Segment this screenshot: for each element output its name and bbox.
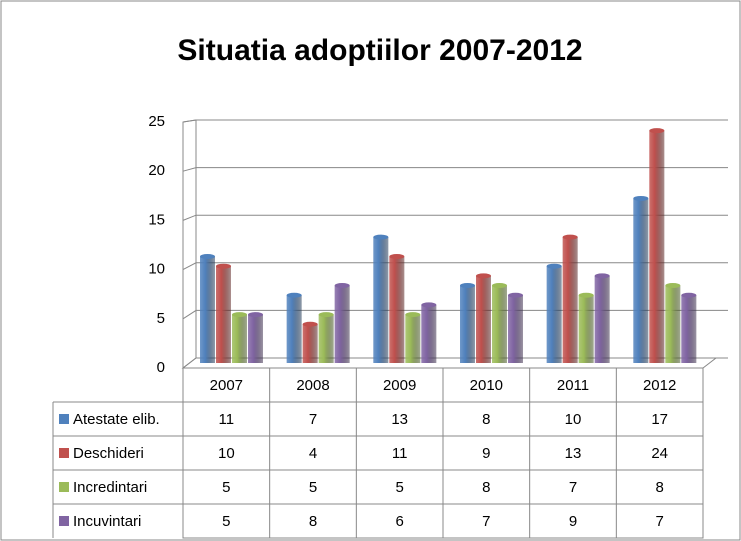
table-value: 9 bbox=[482, 445, 490, 462]
bar bbox=[334, 283, 350, 363]
bar bbox=[232, 312, 247, 363]
y-tick-label: 5 bbox=[157, 310, 165, 327]
legend-label: Deschideri bbox=[73, 445, 144, 462]
table-value: 7 bbox=[655, 513, 663, 530]
bar bbox=[389, 254, 405, 363]
chart-title: Situatia adoptiilor 2007-2012 bbox=[177, 34, 582, 67]
table-value: 7 bbox=[569, 479, 577, 496]
bar bbox=[649, 128, 665, 363]
bar bbox=[286, 292, 302, 363]
table-value: 11 bbox=[392, 445, 408, 462]
bar bbox=[492, 283, 507, 363]
table-value: 13 bbox=[391, 411, 408, 428]
x-tick-label: 2007 bbox=[210, 377, 243, 394]
legend-swatch bbox=[59, 414, 69, 424]
table-value: 8 bbox=[482, 479, 490, 496]
x-tick-label: 2009 bbox=[383, 377, 416, 394]
grid-line bbox=[182, 167, 728, 172]
bar bbox=[633, 195, 649, 363]
bar bbox=[248, 312, 263, 363]
y-tick-label: 10 bbox=[148, 261, 165, 278]
table-value: 10 bbox=[218, 445, 235, 462]
table-value: 5 bbox=[395, 479, 403, 496]
y-tick-label: 20 bbox=[148, 162, 165, 179]
bar bbox=[681, 292, 697, 363]
y-tick-label: 25 bbox=[148, 113, 165, 130]
bar bbox=[421, 302, 437, 363]
legend-swatch bbox=[59, 448, 69, 458]
bar bbox=[476, 273, 491, 363]
x-tick-label: 2010 bbox=[470, 377, 503, 394]
bar bbox=[302, 321, 318, 363]
x-tick-label: 2012 bbox=[643, 377, 676, 394]
y-tick-label: 15 bbox=[148, 211, 165, 228]
table-value: 4 bbox=[309, 445, 317, 462]
table-value: 24 bbox=[651, 445, 668, 462]
table-value: 5 bbox=[222, 479, 230, 496]
table-value: 6 bbox=[395, 513, 403, 530]
grid-line bbox=[182, 119, 728, 123]
legend-label: Incredintari bbox=[73, 479, 147, 496]
table-value: 7 bbox=[482, 513, 490, 530]
bar bbox=[508, 292, 523, 363]
table-value: 9 bbox=[569, 513, 577, 530]
table-value: 5 bbox=[222, 513, 230, 530]
bar bbox=[405, 312, 421, 363]
bar bbox=[216, 263, 231, 363]
legend-swatch bbox=[59, 482, 69, 492]
table-value: 8 bbox=[655, 479, 663, 496]
bar bbox=[318, 312, 334, 363]
y-tick-label: 0 bbox=[157, 359, 165, 376]
table-value: 8 bbox=[482, 411, 490, 428]
bar bbox=[546, 263, 562, 363]
table-value: 10 bbox=[565, 411, 582, 428]
table-value: 5 bbox=[309, 479, 317, 496]
bar bbox=[594, 273, 610, 363]
bar bbox=[373, 234, 389, 363]
grid-line bbox=[182, 262, 728, 271]
x-tick-label: 2011 bbox=[557, 377, 589, 394]
grid-line bbox=[182, 214, 728, 221]
table-value: 11 bbox=[219, 411, 235, 428]
legend-label: Incuvintari bbox=[73, 513, 141, 530]
legend-swatch bbox=[59, 516, 69, 526]
legend-label: Atestate elib. bbox=[73, 411, 160, 428]
table-value: 7 bbox=[309, 411, 317, 428]
bar bbox=[200, 254, 215, 363]
bar bbox=[562, 234, 578, 363]
bar bbox=[460, 283, 475, 363]
table-value: 17 bbox=[651, 411, 668, 428]
bar bbox=[578, 292, 594, 363]
x-tick-label: 2008 bbox=[296, 377, 329, 394]
table-value: 8 bbox=[309, 513, 317, 530]
table-value: 13 bbox=[565, 445, 582, 462]
bar bbox=[665, 283, 681, 363]
